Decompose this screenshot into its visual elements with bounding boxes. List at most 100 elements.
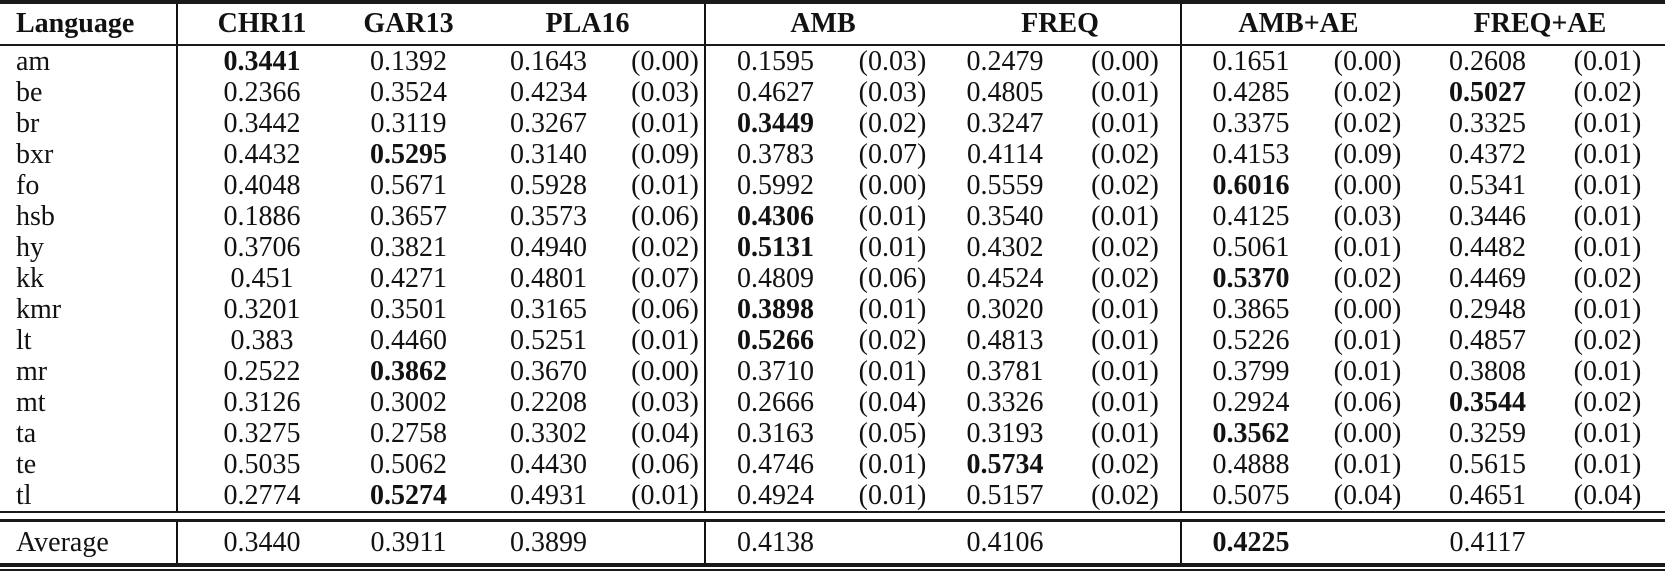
std-cell: (0.04) <box>631 418 699 449</box>
value-cell: 0.4651 <box>1449 480 1526 511</box>
std-cell: (0.02) <box>1573 325 1642 356</box>
table-row: te 0.5035 0.5062 0.4430 (0.06) 0.4746 (0.01) 0.… <box>0 449 1665 481</box>
value-cell: 0.4809 <box>704 263 845 295</box>
table-row: tl 0.2774 0.5274 0.4931 (0.01) 0.4924 (0.01) 0.… <box>0 480 1665 512</box>
value-cell: 0.2758 <box>370 418 447 449</box>
std-cell: (0.01) <box>631 480 699 511</box>
value-cell: 0.451 <box>176 263 346 295</box>
value-cell: 0.4924 <box>704 480 845 512</box>
col-header-pla16: PLA16 <box>545 8 630 39</box>
language-cell: br <box>16 108 40 139</box>
value-cell: 0.2948 <box>1449 294 1526 325</box>
table-row: mr 0.2522 0.3862 0.3670 (0.00) 0.3710 (0.01) 0.… <box>0 356 1665 388</box>
value-cell: 0.3440 <box>176 522 346 563</box>
std-cell: (0.01) <box>1091 418 1159 449</box>
std-cell: (0.02) <box>631 232 699 263</box>
spacer-cell <box>1655 325 1665 357</box>
std-cell: (0.03) <box>1333 201 1402 232</box>
std-cell: (0.02) <box>1333 263 1402 294</box>
value-cell: 0.5734 <box>966 449 1044 480</box>
std-cell: (0.09) <box>631 139 699 170</box>
col-header-freq-ae: FREQ+AE <box>1473 8 1607 39</box>
value-cell: 0.4627 <box>704 77 845 109</box>
std-cell: (0.01) <box>631 170 699 201</box>
value-cell: 0.3441 <box>176 46 346 78</box>
value-cell: 0.3710 <box>704 356 845 388</box>
value-cell: 0.2608 <box>1449 46 1526 77</box>
std-cell: (0.04) <box>858 387 927 418</box>
spacer-cell <box>1655 108 1665 140</box>
value-cell: 0.5251 <box>510 325 587 356</box>
language-cell: kmr <box>16 294 62 325</box>
language-cell: be <box>16 77 43 108</box>
std-cell: (0.00) <box>631 356 699 387</box>
value-cell: 0.3911 <box>370 526 447 558</box>
std-cell: (0.01) <box>1573 232 1642 263</box>
std-cell: (0.01) <box>1091 108 1159 139</box>
std-cell <box>626 522 704 563</box>
language-cell: Average <box>16 526 109 558</box>
value-cell: 0.4746 <box>704 449 845 481</box>
std-cell: (0.01) <box>1333 325 1402 356</box>
language-cell: lt <box>16 325 32 356</box>
language-cell: fo <box>16 170 40 201</box>
std-cell: (0.06) <box>631 201 699 232</box>
value-cell: 0.4153 <box>1180 139 1320 171</box>
value-cell: 0.4138 <box>704 522 845 563</box>
value-cell: 0.5062 <box>370 449 447 480</box>
value-cell: 0.4888 <box>1180 449 1320 481</box>
bottom-rule <box>0 563 1665 571</box>
language-cell: ta <box>16 418 37 449</box>
spacer-cell <box>1655 480 1665 512</box>
value-cell: 0.3119 <box>370 108 447 139</box>
col-header-amb-ae: AMB+AE <box>1180 4 1415 44</box>
value-cell: 0.2522 <box>176 356 346 388</box>
value-cell: 0.4813 <box>966 325 1044 356</box>
std-cell: (0.03) <box>858 46 927 77</box>
spacer-cell <box>1655 77 1665 109</box>
value-cell: 0.3783 <box>704 139 845 171</box>
language-cell: hy <box>16 232 44 263</box>
std-cell: (0.01) <box>1573 418 1642 449</box>
language-cell: te <box>16 449 37 480</box>
value-cell: 0.5615 <box>1449 449 1526 480</box>
value-cell: 0.5061 <box>1180 232 1320 264</box>
std-cell: (0.02) <box>1091 449 1159 480</box>
std-cell: (0.00) <box>1333 294 1402 325</box>
value-cell: 0.3375 <box>1180 108 1320 140</box>
col-header-freq: FREQ <box>1021 8 1099 39</box>
spacer-cell <box>1655 139 1665 171</box>
table-footer: Average 0.3440 0.3911 0.3899 0.4138 0.4106 0.4… <box>0 522 1665 563</box>
std-cell: (0.01) <box>1573 449 1642 480</box>
std-cell: (0.01) <box>858 449 927 480</box>
language-cell: mr <box>16 356 48 387</box>
value-cell: 0.5266 <box>704 325 845 357</box>
std-cell: (0.01) <box>631 325 699 356</box>
table-body: am 0.3441 0.1392 0.1643 (0.00) 0.1595 (0.03) 0.… <box>0 46 1665 512</box>
table-row: mt 0.3126 0.3002 0.2208 (0.03) 0.2666 (0.04) 0.… <box>0 387 1665 419</box>
value-cell: 0.4302 <box>966 232 1044 263</box>
table-row: be 0.2366 0.3524 0.4234 (0.03) 0.4627 (0.03) 0.… <box>0 77 1665 109</box>
value-cell: 0.3002 <box>370 387 447 418</box>
value-cell: 0.2924 <box>1180 387 1320 419</box>
value-cell: 0.4117 <box>1449 526 1526 558</box>
spacer-cell <box>1655 232 1665 264</box>
std-cell: (0.01) <box>1573 139 1642 170</box>
value-cell: 0.1392 <box>370 46 447 77</box>
std-cell: (0.01) <box>1091 325 1159 356</box>
value-cell: 0.3657 <box>370 201 447 232</box>
value-cell: 0.3201 <box>176 294 346 326</box>
std-cell: (0.01) <box>1091 356 1159 387</box>
table-row: br 0.3442 0.3119 0.3267 (0.01) 0.3449 (0.02) 0.… <box>0 108 1665 140</box>
value-cell: 0.5341 <box>1449 170 1526 201</box>
value-cell: 0.2479 <box>966 46 1044 77</box>
std-cell: (0.01) <box>1091 387 1159 418</box>
top-rule <box>0 0 1665 4</box>
value-cell: 0.3442 <box>176 108 346 140</box>
value-cell: 0.2366 <box>176 77 346 109</box>
value-cell: 0.3020 <box>966 294 1044 325</box>
std-cell: (0.02) <box>1091 139 1159 170</box>
value-cell: 0.3862 <box>370 356 447 387</box>
value-cell: 0.5027 <box>1449 77 1526 108</box>
value-cell: 0.2774 <box>176 480 346 512</box>
